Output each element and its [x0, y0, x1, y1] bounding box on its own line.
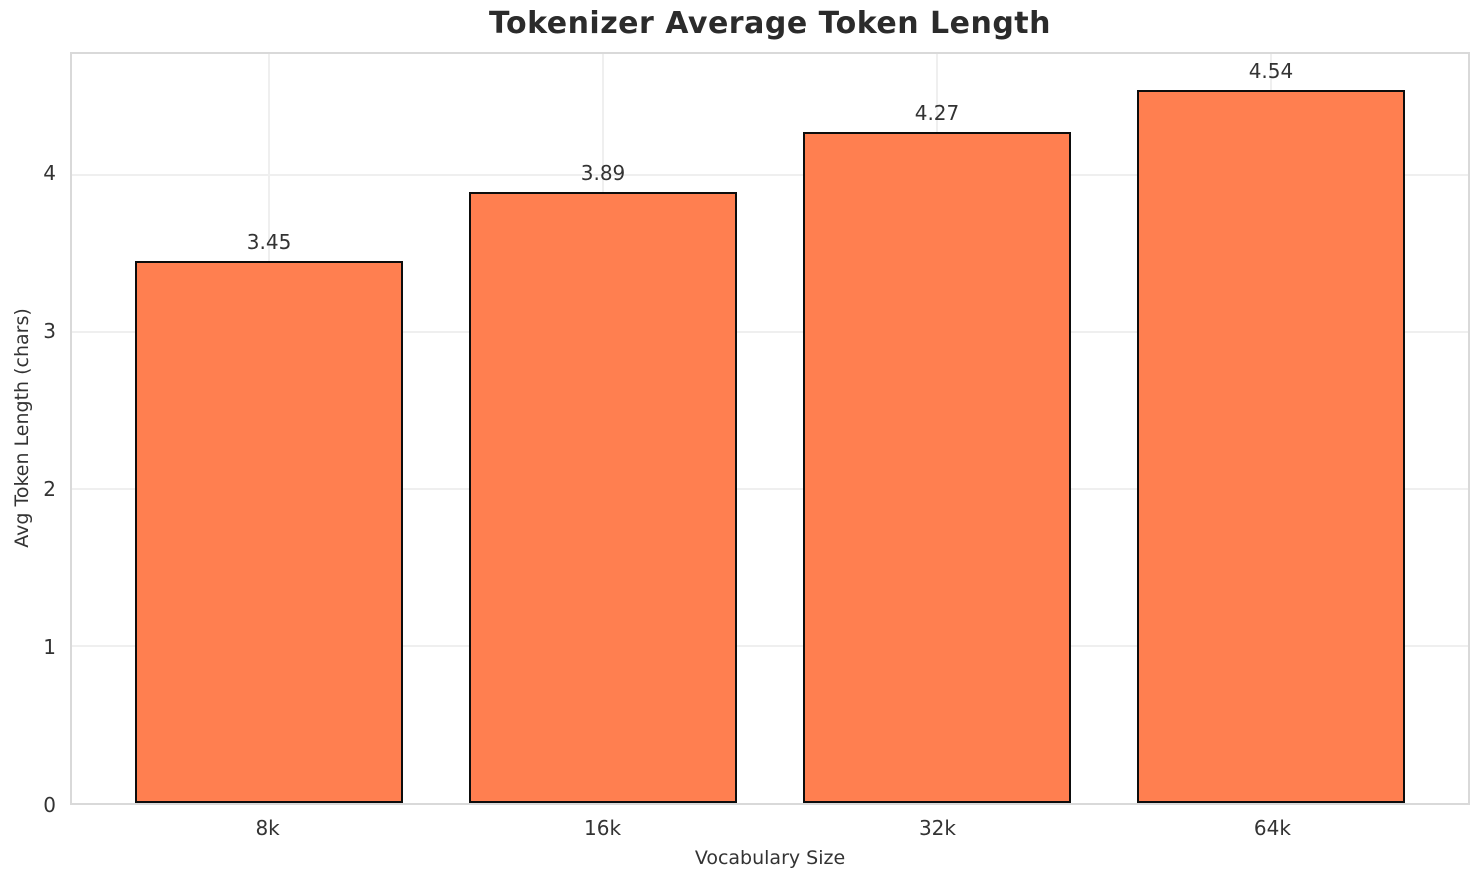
y-gridline	[72, 173, 1468, 176]
y-tick-label: 1	[43, 635, 56, 660]
x-tick-label: 8k	[255, 816, 280, 840]
y-gridline	[72, 330, 1468, 333]
y-axis-label: Avg Token Length (chars)	[11, 308, 33, 548]
y-tick-label: 3	[43, 319, 56, 344]
chart-title: Tokenizer Average Token Length	[488, 6, 1051, 41]
y-gridline	[72, 644, 1468, 647]
y-tick-label: 2	[43, 477, 56, 502]
bar-16k	[469, 191, 737, 803]
bar-64k	[1137, 89, 1405, 803]
x-tick-label: 64k	[1253, 816, 1291, 840]
bar-32k	[803, 132, 1071, 803]
bar-value-label: 4.54	[1248, 58, 1294, 83]
x-tick-label: 16k	[584, 816, 622, 840]
bar-8k	[135, 260, 403, 803]
x-tick-label: 32k	[918, 816, 956, 840]
y-tick-label: 4	[43, 161, 56, 186]
y-gridline	[72, 487, 1468, 490]
bar-value-label: 3.45	[246, 229, 292, 254]
bar-value-label: 4.27	[914, 101, 960, 126]
bar-value-label: 3.89	[580, 160, 626, 185]
plot-area: 3.45 3.89 4.27 4.54	[70, 52, 1470, 805]
y-tick-label: 0	[43, 793, 56, 817]
x-axis-label: Vocabulary Size	[694, 847, 846, 869]
